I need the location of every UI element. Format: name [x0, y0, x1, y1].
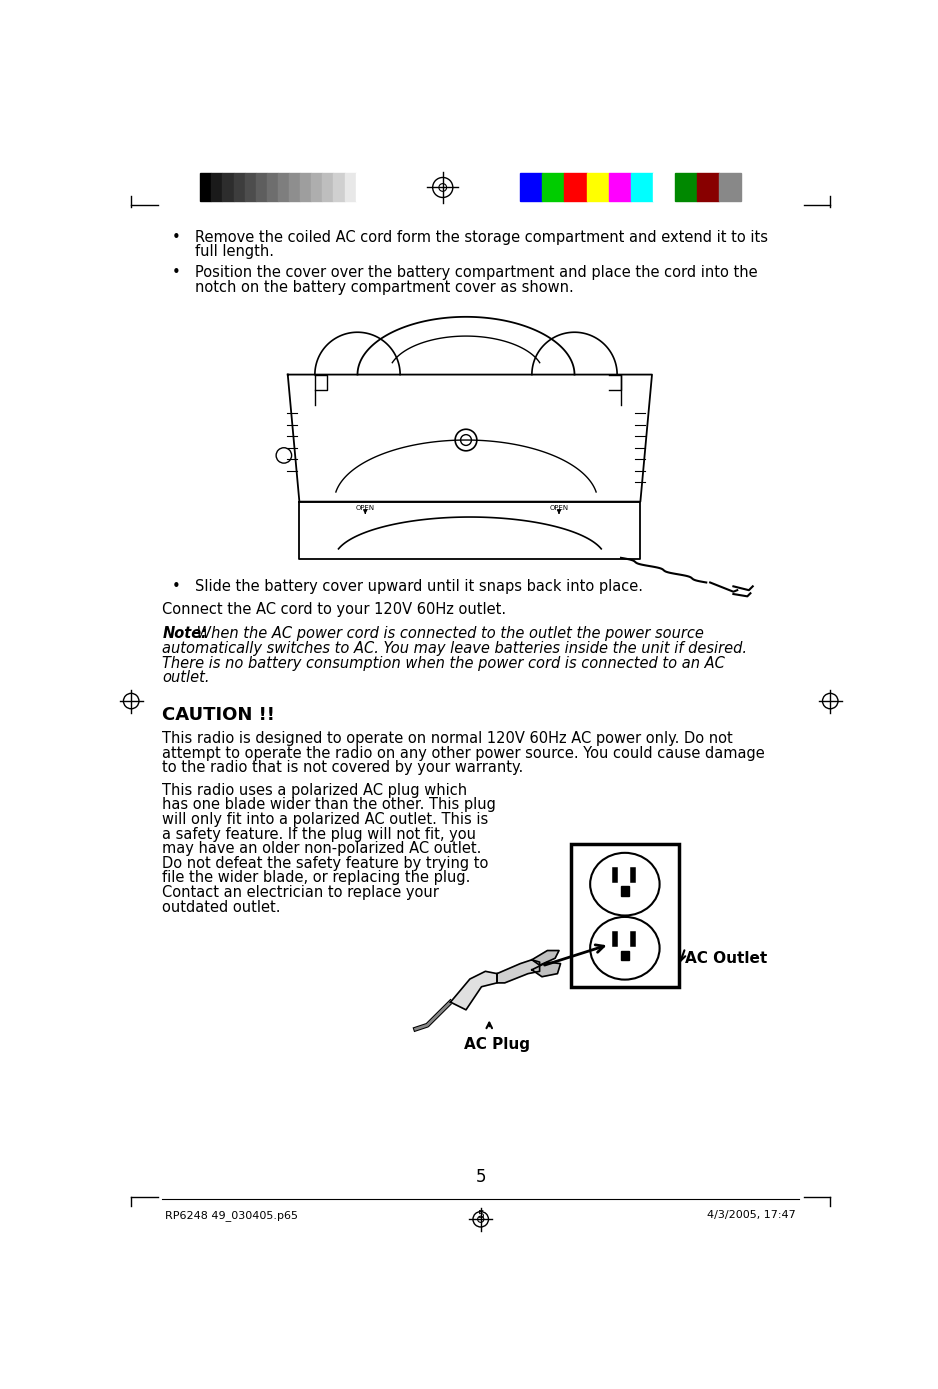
Text: OPEN: OPEN: [550, 506, 568, 511]
Text: AC Plug: AC Plug: [464, 1036, 530, 1051]
Text: will only fit into a polarized AC outlet. This is: will only fit into a polarized AC outlet…: [162, 813, 489, 826]
Text: Remove the coiled AC cord form the storage compartment and extend it to its: Remove the coiled AC cord form the stora…: [195, 229, 767, 244]
Text: has one blade wider than the other. This plug: has one blade wider than the other. This…: [162, 797, 496, 813]
Bar: [200, 172, 211, 200]
Bar: [323, 172, 334, 200]
Text: to the radio that is not covered by your warranty.: to the radio that is not covered by your…: [162, 760, 523, 775]
Text: may have an older non-polarized AC outlet.: may have an older non-polarized AC outle…: [162, 842, 481, 856]
Text: When the AC power cord is connected to the outlet the power source: When the AC power cord is connected to t…: [191, 626, 704, 642]
Bar: [344, 172, 356, 200]
Bar: [266, 172, 278, 200]
Bar: [621, 950, 628, 960]
Text: outdated outlet.: outdated outlet.: [162, 900, 280, 915]
Text: Do not defeat the safety feature by trying to: Do not defeat the safety feature by tryi…: [162, 856, 489, 871]
Bar: [334, 172, 344, 200]
Polygon shape: [450, 971, 497, 1010]
Bar: [609, 172, 630, 200]
Text: OPEN: OPEN: [356, 506, 375, 511]
Text: This radio uses a polarized AC plug which: This radio uses a polarized AC plug whic…: [162, 782, 467, 797]
Bar: [630, 172, 653, 200]
Bar: [674, 172, 697, 200]
Polygon shape: [532, 963, 561, 976]
Text: Position the cover over the battery compartment and place the cord into the: Position the cover over the battery comp…: [195, 265, 757, 281]
Text: 5: 5: [477, 1210, 484, 1220]
Text: outlet.: outlet.: [162, 671, 210, 685]
Text: full length.: full length.: [195, 244, 274, 260]
Text: attempt to operate the radio on any other power source. You could cause damage: attempt to operate the radio on any othe…: [162, 746, 765, 761]
Bar: [289, 172, 300, 200]
Text: •: •: [172, 579, 180, 593]
Bar: [278, 172, 289, 200]
Text: •: •: [172, 265, 180, 281]
Text: Connect the AC cord to your 120V 60Hz outlet.: Connect the AC cord to your 120V 60Hz ou…: [162, 601, 507, 617]
Bar: [300, 172, 311, 200]
Ellipse shape: [590, 853, 659, 915]
Bar: [621, 886, 628, 896]
Text: Contact an electrician to replace your: Contact an electrician to replace your: [162, 885, 439, 900]
Bar: [222, 172, 234, 200]
Bar: [245, 172, 256, 200]
Polygon shape: [497, 960, 539, 983]
Bar: [542, 172, 565, 200]
Text: •: •: [172, 229, 180, 244]
Text: RP6248 49_030405.p65: RP6248 49_030405.p65: [165, 1210, 298, 1221]
Text: Note:: Note:: [162, 626, 207, 642]
Bar: [521, 172, 542, 200]
Bar: [697, 172, 719, 200]
Text: Slide the battery cover upward until it snaps back into place.: Slide the battery cover upward until it …: [195, 579, 643, 593]
Bar: [311, 172, 323, 200]
Bar: [653, 172, 674, 200]
Bar: [356, 172, 367, 200]
Bar: [211, 172, 222, 200]
Text: automatically switches to AC. You may leave batteries inside the unit if desired: automatically switches to AC. You may le…: [162, 640, 748, 656]
Text: file the wider blade, or replacing the plug.: file the wider blade, or replacing the p…: [162, 871, 471, 885]
Bar: [570, 845, 679, 986]
Bar: [719, 172, 741, 200]
Text: a safety feature. If the plug will not fit, you: a safety feature. If the plug will not f…: [162, 826, 477, 842]
Ellipse shape: [590, 917, 659, 979]
Bar: [234, 172, 245, 200]
Bar: [586, 172, 609, 200]
Polygon shape: [532, 950, 559, 965]
Text: 5: 5: [476, 1168, 486, 1186]
Text: notch on the battery compartment cover as shown.: notch on the battery compartment cover a…: [195, 279, 573, 294]
Bar: [256, 172, 266, 200]
Text: 4/3/2005, 17:47: 4/3/2005, 17:47: [707, 1210, 796, 1220]
Text: This radio is designed to operate on normal 120V 60Hz AC power only. Do not: This radio is designed to operate on nor…: [162, 731, 733, 746]
Text: CAUTION !!: CAUTION !!: [162, 706, 275, 724]
Bar: [565, 172, 586, 200]
Text: AC Outlet: AC Outlet: [686, 951, 767, 967]
Text: There is no battery consumption when the power cord is connected to an AC: There is no battery consumption when the…: [162, 656, 725, 671]
